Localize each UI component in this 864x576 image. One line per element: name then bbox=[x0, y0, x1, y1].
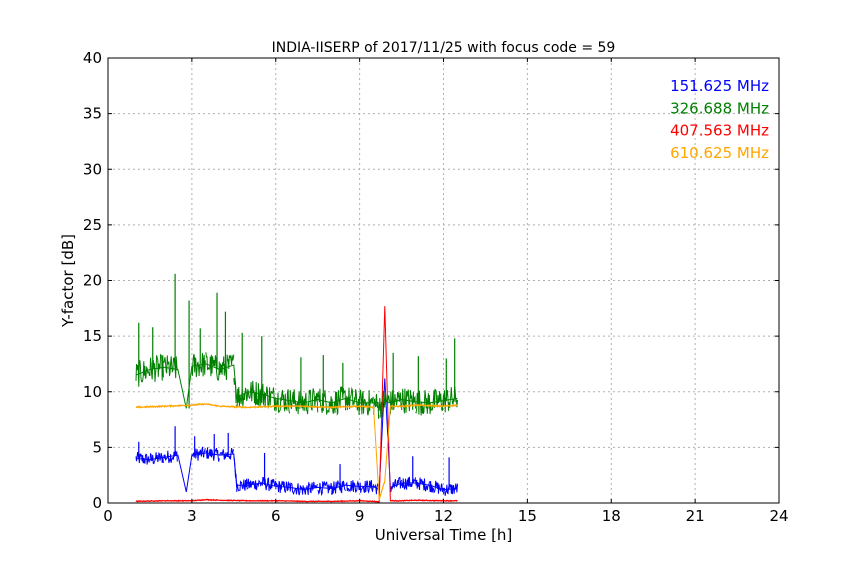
series-noise bbox=[135, 352, 458, 419]
x-tick-label: 24 bbox=[769, 507, 788, 525]
legend-entry: 407.563 MHz bbox=[670, 122, 769, 140]
series-noise bbox=[135, 446, 458, 497]
y-axis-label: Y-factor [dB] bbox=[59, 234, 77, 328]
x-tick-label: 18 bbox=[602, 507, 621, 525]
legend: 151.625 MHz 326.688 MHz 407.563 MHz 610.625… bbox=[670, 77, 769, 162]
legend-entry: 326.688 MHz bbox=[670, 99, 769, 117]
x-tick-label: 0 bbox=[103, 507, 113, 525]
y-tick-label: 30 bbox=[83, 160, 102, 178]
x-axis-label: Universal Time [h] bbox=[375, 526, 513, 544]
legend-entry: 151.625 MHz bbox=[670, 77, 769, 95]
series-lines bbox=[135, 273, 458, 503]
chart-title: INDIA-IISERP of 2017/11/25 with focus co… bbox=[272, 40, 616, 56]
y-tick-label: 35 bbox=[83, 105, 102, 123]
x-tick-label: 6 bbox=[271, 507, 281, 525]
series-line bbox=[135, 378, 458, 492]
x-tick-label: 3 bbox=[187, 507, 197, 525]
axis-ticks: 0 3 6 9 12 15 18 21 24 0 5 10 15 20 25 30 35 40 bbox=[83, 49, 789, 525]
y-tick-label: 25 bbox=[83, 216, 102, 234]
grid bbox=[108, 58, 779, 503]
y-tick-label: 0 bbox=[92, 494, 102, 512]
legend-entry: 610.625 MHz bbox=[670, 144, 769, 162]
y-tick-label: 20 bbox=[83, 272, 102, 290]
series-noise bbox=[135, 498, 458, 503]
y-tick-label: 15 bbox=[83, 327, 102, 345]
y-tick-label: 5 bbox=[92, 438, 102, 456]
y-tick-label: 40 bbox=[83, 49, 102, 67]
x-tick-label: 12 bbox=[434, 507, 453, 525]
series-noise bbox=[135, 402, 458, 501]
x-tick-label: 9 bbox=[355, 507, 365, 525]
x-tick-label: 21 bbox=[686, 507, 705, 525]
x-tick-label: 15 bbox=[518, 507, 537, 525]
y-tick-label: 10 bbox=[83, 383, 102, 401]
